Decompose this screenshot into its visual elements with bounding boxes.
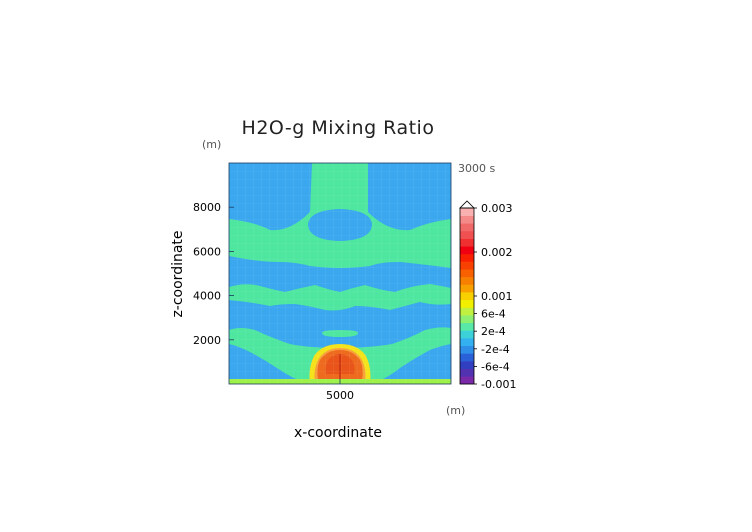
x-tick-label: 5000	[326, 389, 354, 402]
colorbar-segment	[460, 253, 474, 262]
colorbar-label: 0.003	[481, 202, 513, 215]
colorbar-label: -6e-4	[481, 360, 510, 373]
y-tick-label: 8000	[193, 201, 221, 214]
field-grid	[229, 163, 451, 384]
colorbar-segment	[460, 307, 474, 316]
colorbar-label: 0.001	[481, 290, 513, 303]
colorbar-segment	[460, 215, 474, 224]
colorbar-label: -2e-4	[481, 343, 510, 356]
y-tick-label: 2000	[193, 334, 221, 347]
colorbar-segment	[460, 353, 474, 362]
x-ticks: 5000	[326, 379, 354, 402]
colorbar-segment	[460, 208, 474, 216]
colorbar-extend-arrow	[459, 200, 475, 209]
y-axis-label: z-coordinate	[170, 230, 186, 317]
colorbar-segment	[460, 315, 474, 324]
colorbar	[459, 200, 475, 385]
colorbar-segment	[460, 276, 474, 285]
colorbar-labels: 0.003 0.002 0.001 6e-4 2e-4 -2e-4 -6e-4 -0.001	[474, 202, 516, 391]
colorbar-label: 0.002	[481, 246, 513, 259]
colorbar-segment	[460, 238, 474, 247]
colorbar-segment	[460, 269, 474, 278]
x-unit-label: (m)	[446, 404, 465, 417]
colorbar-segment	[460, 361, 474, 369]
colorbar-segment	[460, 261, 474, 270]
colorbar-segment	[460, 330, 474, 339]
colorbar-label: 6e-4	[481, 308, 506, 321]
colorbar-segment	[460, 345, 474, 354]
colorbar-segment	[460, 322, 474, 331]
colorbar-label: -0.001	[481, 378, 516, 391]
x-axis-label: x-coordinate	[294, 425, 382, 441]
colorbar-segment	[460, 284, 474, 293]
y-unit-label: (m)	[202, 138, 221, 151]
colorbar-segment	[460, 338, 474, 347]
y-tick-label: 4000	[193, 290, 221, 303]
colorbar-label: 2e-4	[481, 325, 506, 338]
chart-title: H2O-g Mixing Ratio	[242, 117, 435, 139]
colorbar-segment	[460, 292, 474, 301]
colorbar-segment	[460, 230, 474, 239]
colorbar-segment	[460, 246, 474, 255]
colorbar-segment	[460, 223, 474, 232]
colorbar-segment	[460, 376, 474, 385]
time-label: 3000 s	[458, 162, 495, 175]
y-ticks: 2000 4000 6000 8000	[193, 201, 234, 347]
y-tick-label: 6000	[193, 245, 221, 258]
plot-field	[229, 163, 451, 384]
colorbar-segment	[460, 368, 474, 377]
colorbar-segment	[460, 299, 474, 308]
